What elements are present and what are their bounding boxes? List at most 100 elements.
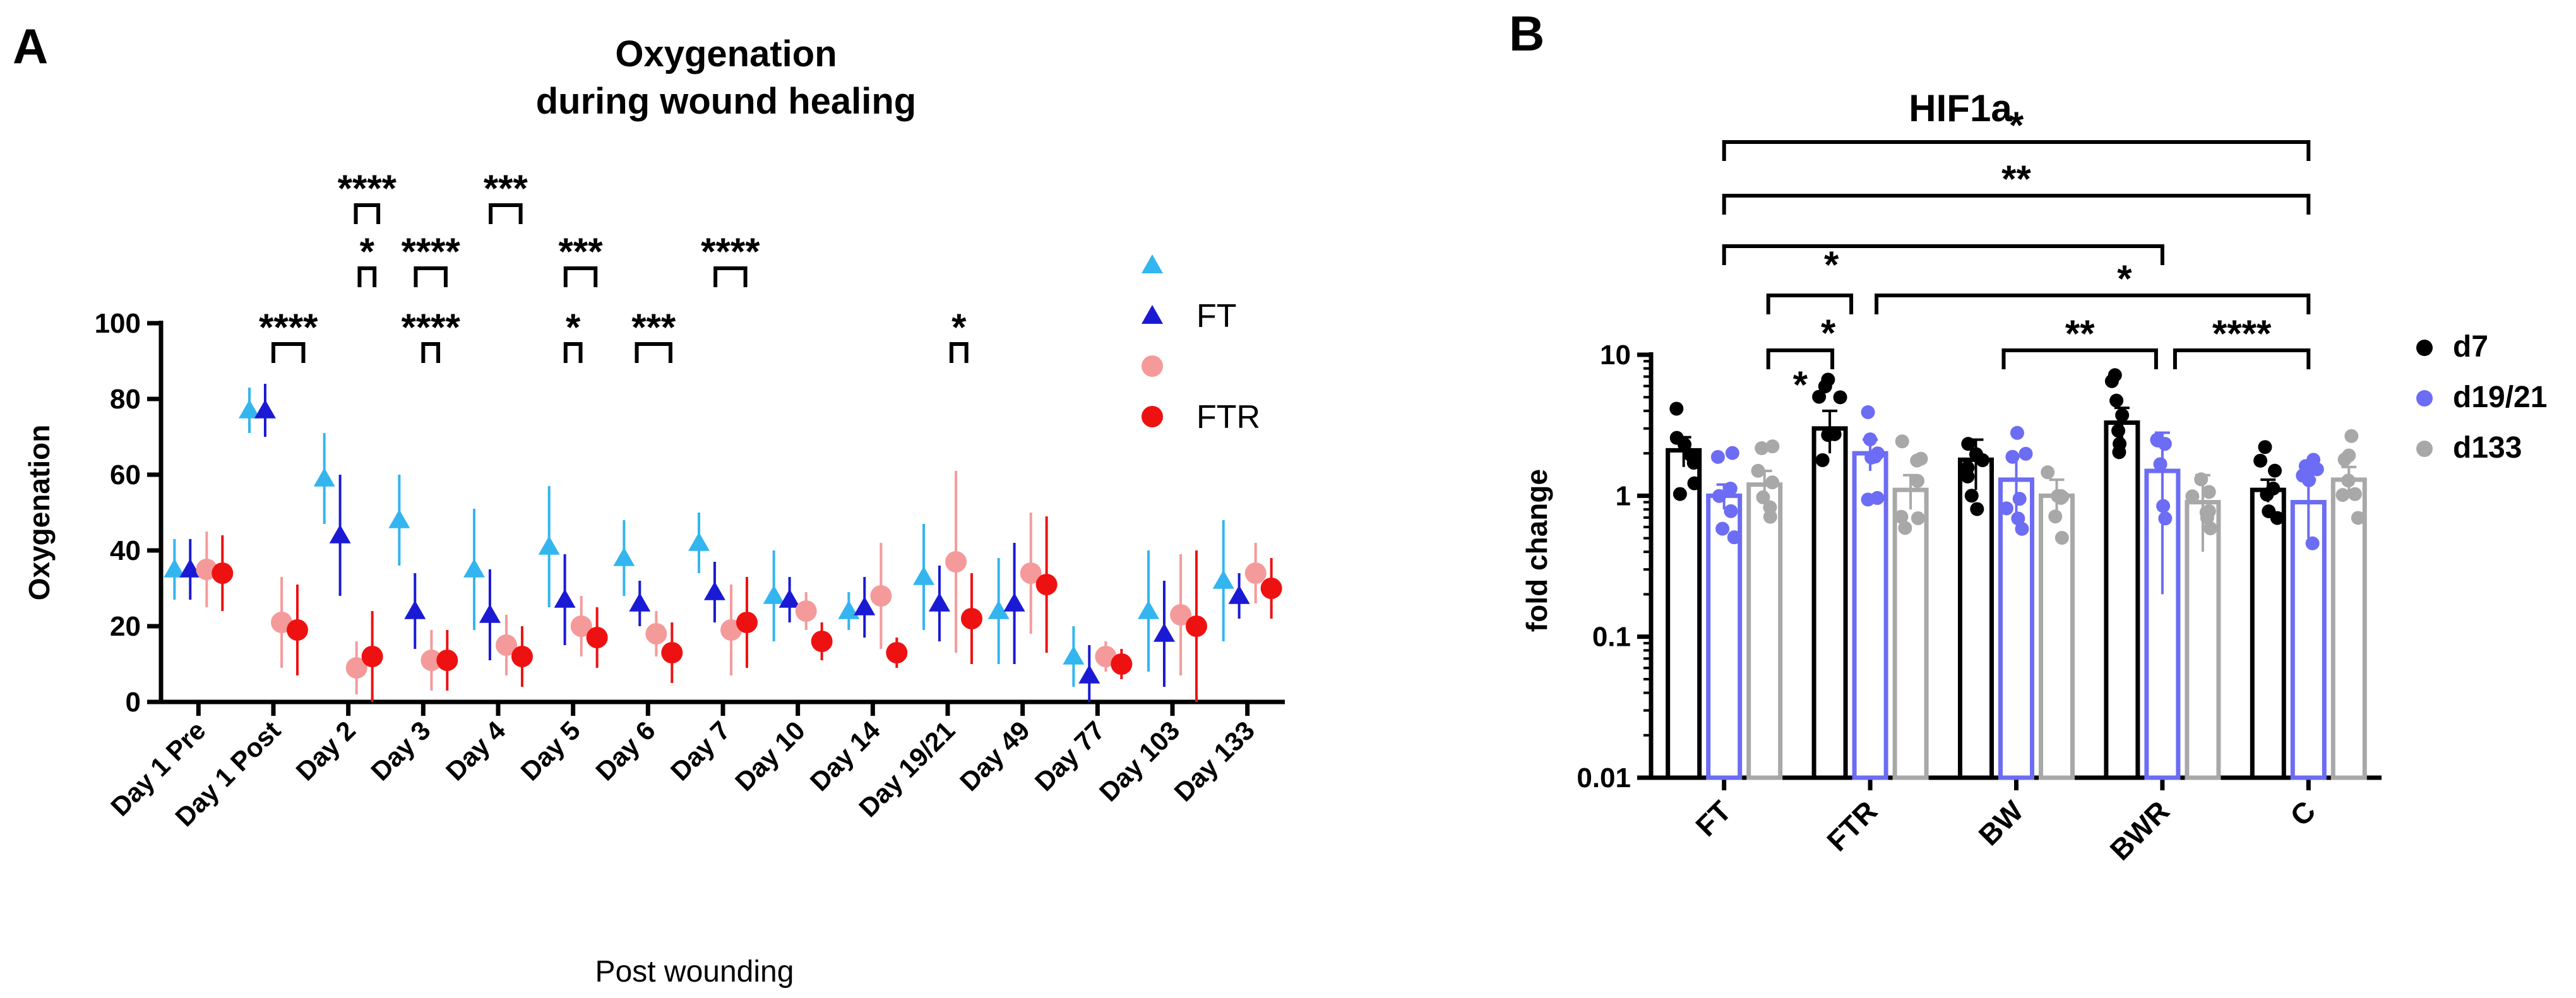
chart-a-point (286, 619, 308, 641)
chart-b-dot (2012, 492, 2027, 506)
chart-a-point (361, 646, 383, 667)
chart-b-dot (2153, 457, 2168, 472)
chart-a-point (479, 604, 501, 623)
chart-b-dot (1683, 448, 1698, 462)
chart-a-title-line2: during wound healing (536, 81, 917, 122)
chart-a-x-tick-label: Day 4 (440, 715, 511, 787)
chart-b-sig-bracket (2173, 348, 2311, 369)
chart-b-sig-label: * (1821, 312, 1836, 354)
chart-a-legend-marker (1142, 355, 1163, 377)
chart-a-point (928, 593, 950, 612)
chart-a-ylabel: Oxygenation (23, 425, 56, 601)
chart-a-point (811, 631, 833, 652)
chart-a-y-tick-label: 0 (126, 687, 141, 718)
chart-b-sig-label: * (1793, 364, 1808, 406)
chart-b-bar (1892, 487, 1929, 780)
chart-a-point (388, 509, 410, 528)
chart-a-sig-bracket (421, 342, 441, 363)
chart-b-dot (1727, 530, 1741, 545)
chart-b-dot (2109, 393, 2124, 408)
chart-b-dot (2115, 408, 2130, 422)
chart-b-y-tick-label: 10 (1600, 340, 1631, 371)
chart-b-dot (2306, 453, 2321, 467)
chart-b-dot (2158, 511, 2173, 526)
chart-b-bar (1666, 448, 1702, 780)
chart-a-point (1003, 593, 1025, 612)
chart-a-point (1228, 585, 1250, 604)
chart-a-point (1185, 615, 1207, 637)
chart-a-point (329, 525, 351, 544)
chart-a-point (913, 566, 935, 585)
chart-a-point (212, 562, 234, 584)
chart-b-dot (2258, 440, 2272, 454)
chart-a-point (179, 559, 201, 578)
chart-b-dot (1765, 439, 1780, 454)
chart-b-dot (2185, 489, 2200, 504)
chart-a-point (778, 589, 801, 608)
chart-b-y-tick-label: 1 (1616, 480, 1631, 511)
chart-a-x-tick-label: Day 5 (515, 715, 586, 786)
chart-a-point (1035, 574, 1058, 595)
chart-a-y-tick-label: 80 (110, 384, 141, 415)
chart-a-point (1212, 570, 1234, 589)
chart-a-point (313, 468, 335, 487)
chart-a-point (1153, 623, 1175, 642)
chart-b-dot (1911, 473, 1925, 488)
chart-a-point (496, 634, 518, 656)
chart-b-bar (1811, 426, 1848, 780)
chart-a-point (1260, 578, 1282, 599)
chart-a-point (886, 642, 908, 663)
chart-b-dot (1712, 489, 1726, 503)
chart-a-point (1020, 562, 1042, 584)
chart-a-point (164, 559, 186, 578)
chart-b-legend-marker (2416, 390, 2433, 407)
chart-a-point (436, 650, 458, 671)
chart-b-dot (1863, 432, 1878, 447)
chart-b-dot (1765, 475, 1780, 490)
chart-b-dot (2266, 481, 2281, 496)
chart-a-point (870, 585, 892, 607)
chart-a-sig-label: **** (259, 306, 318, 348)
chart-a-sig-label: **** (401, 306, 460, 348)
chart-b-sig-label: * (1824, 244, 1839, 286)
chart-a-x-tick-label: Day 49 (954, 715, 1035, 797)
chart-b-dot (1970, 502, 1984, 516)
chart-a-y-tick-label: 40 (110, 535, 141, 566)
chart-a-sig-bracket (563, 342, 583, 363)
chart-a-legend-label: FT (1196, 298, 1237, 335)
chart-a-point (629, 593, 651, 612)
chart-b-sig-bracket (1875, 294, 2311, 314)
chart-a-point (1063, 646, 1085, 665)
chart-a-x-tick-label: Day 10 (729, 715, 811, 797)
chart-b-dot (1833, 390, 1847, 405)
chart-b-dot (1999, 501, 2013, 516)
chart-a-xlabel: Post wounding (595, 955, 794, 989)
chart-b-dot (2202, 485, 2216, 499)
chart-a-point (960, 608, 982, 629)
chart-a-legend-marker (1142, 254, 1163, 273)
chart-a-sig-bracket (713, 266, 748, 287)
chart-a-sig-bracket (563, 266, 598, 287)
chart-a-sig-label: **** (701, 230, 760, 273)
chart-b-dot (1710, 449, 1725, 464)
chart-a-point (854, 597, 876, 615)
chart-b-bar (1746, 482, 1783, 780)
chart-b-bar (2144, 468, 2181, 780)
chart-b-dot (2203, 521, 2217, 536)
chart-b-x-tick-label: BW (1972, 794, 2030, 852)
chart-a-sig-label: *** (559, 230, 604, 273)
chart-a-sig-label: **** (338, 167, 397, 210)
chart-b-dot (1861, 405, 1875, 420)
chart-b-bar (2039, 493, 2075, 780)
chart-a-sig-label: * (951, 306, 967, 348)
chart-b-x-tick-label: C (2284, 794, 2322, 832)
chart-b-dot (2253, 453, 2268, 468)
chart-b-dot (1910, 453, 1924, 468)
chart-b-dot (2015, 521, 2029, 536)
chart-b-bar (2330, 477, 2367, 780)
chart-b-sig-bracket (2001, 348, 2158, 369)
chart-b-dot (1725, 446, 1739, 460)
chart-a-sig-label: * (360, 230, 375, 273)
chart-a-point (645, 623, 667, 645)
chart-b-dot (1755, 441, 1769, 456)
